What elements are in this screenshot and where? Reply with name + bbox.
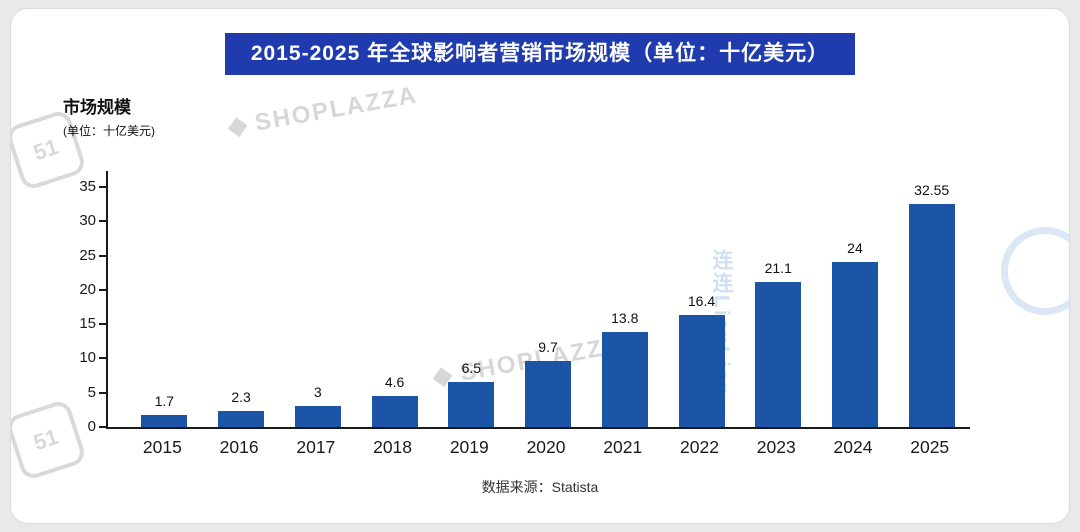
x-axis-label: 2025 <box>910 437 950 457</box>
y-tick-label: 35 <box>79 178 96 195</box>
bar-column: 24 <box>817 187 894 427</box>
bar: 4.6 <box>371 374 418 427</box>
y-tick-mark <box>99 357 106 360</box>
y-axis-title-block: 市场规模 (单位：十亿美元) <box>63 93 155 139</box>
y-tick-label: 25 <box>79 246 96 264</box>
x-axis-label: 2016 <box>219 437 259 457</box>
y-tick-mark <box>99 186 106 188</box>
x-axis-label: 2017 <box>296 437 336 457</box>
x-axis-label: 2023 <box>756 437 796 457</box>
bar: 32.55 <box>908 182 955 427</box>
bar-column: 3 <box>279 187 356 427</box>
y-axis-title: 市场规模 <box>63 98 131 117</box>
y-tick-label: 0 <box>87 418 96 435</box>
y-tick-label: 15 <box>79 315 96 333</box>
y-tick-mark <box>99 426 106 428</box>
bars: 1.7 2.3 3 4.6 6.5 9.7 13.8 16.4 21.1 24 32.55 <box>108 182 970 427</box>
bar: 16.4 <box>678 293 725 427</box>
chart-title-banner: 2015-2025 年全球影响者营销市场规模（单位：十亿美元） <box>224 33 856 75</box>
bar-value-label: 4.6 <box>384 373 405 390</box>
plot-area: 0 5 10 15 20 25 30 35 1.7 2.3 3 4.6 6.5 9.7 13.8 16.4 2… <box>79 171 970 435</box>
x-axis-label: 2022 <box>680 437 719 457</box>
y-tick-label: 5 <box>87 383 96 401</box>
bar-column: 21.1 <box>740 187 817 427</box>
bar: 6.5 <box>448 360 495 427</box>
bar-value-label: 3 <box>313 384 322 401</box>
shoplazza-watermark: ◆SHOPLAZZA <box>224 81 420 142</box>
x-axis-label: 2015 <box>142 437 182 457</box>
bar-column: 6.5 <box>433 187 510 427</box>
x-axis-label: 2018 <box>373 437 413 457</box>
bar: 9.7 <box>525 339 572 427</box>
y-tick-mark <box>99 391 106 394</box>
bar: 1.7 <box>141 393 188 427</box>
y-tick-label: 20 <box>79 280 96 298</box>
bar: 2.3 <box>218 389 265 427</box>
bar-column: 9.7 <box>510 187 587 427</box>
y-tick-mark <box>99 288 106 291</box>
bar-value-label: 24 <box>847 240 863 257</box>
x-axis-label: 2024 <box>833 437 873 457</box>
bar: 24 <box>831 240 878 427</box>
bar-column: 1.7 <box>126 187 203 427</box>
x-axis-label: 2021 <box>603 437 643 457</box>
bar: 13.8 <box>601 310 648 427</box>
y-tick-label: 30 <box>79 212 96 230</box>
bar-column: 4.6 <box>356 187 433 427</box>
bar-value-label: 32.55 <box>914 181 950 198</box>
x-axis-label: 2020 <box>526 437 566 457</box>
bar-value-label: 6.5 <box>461 360 482 377</box>
bar-column: 16.4 <box>663 187 740 427</box>
bar-column: 13.8 <box>586 187 663 427</box>
shoplazza-logo-icon: ◆ <box>224 108 252 142</box>
bar-value-label: 16.4 <box>687 292 716 309</box>
bar: 21.1 <box>755 260 802 427</box>
lianlian-cloud-logo-icon <box>1001 227 1069 315</box>
bar-value-label: 1.7 <box>154 393 175 410</box>
y-axis-line <box>106 171 108 187</box>
bar: 3 <box>294 384 341 427</box>
bar-value-label: 2.3 <box>231 389 251 406</box>
y-axis-subtitle: (单位：十亿美元) <box>63 124 155 138</box>
y-tick-mark <box>99 220 106 223</box>
badge-watermark-icon: 51 <box>11 398 88 482</box>
bar-value-label: 21.1 <box>764 260 792 277</box>
chart-card: ◆SHOPLAZZA ◆SHOPLAZZA 连连LianLian 51 51 2… <box>10 8 1070 524</box>
bar-value-label: 9.7 <box>538 338 558 355</box>
y-tick-label: 10 <box>79 349 96 367</box>
bar-column: 2.3 <box>203 187 280 427</box>
y-tick-mark <box>99 254 106 257</box>
x-axis-label: 2019 <box>449 437 489 457</box>
data-source: 数据来源：Statista <box>481 479 599 495</box>
bar-value-label: 13.8 <box>611 310 639 327</box>
y-tick-mark <box>99 323 106 326</box>
bar-column: 32.55 <box>893 182 970 427</box>
x-labels: 2015 2016 2017 2018 2019 2020 2021 2022 2023 2024… <box>106 437 968 458</box>
